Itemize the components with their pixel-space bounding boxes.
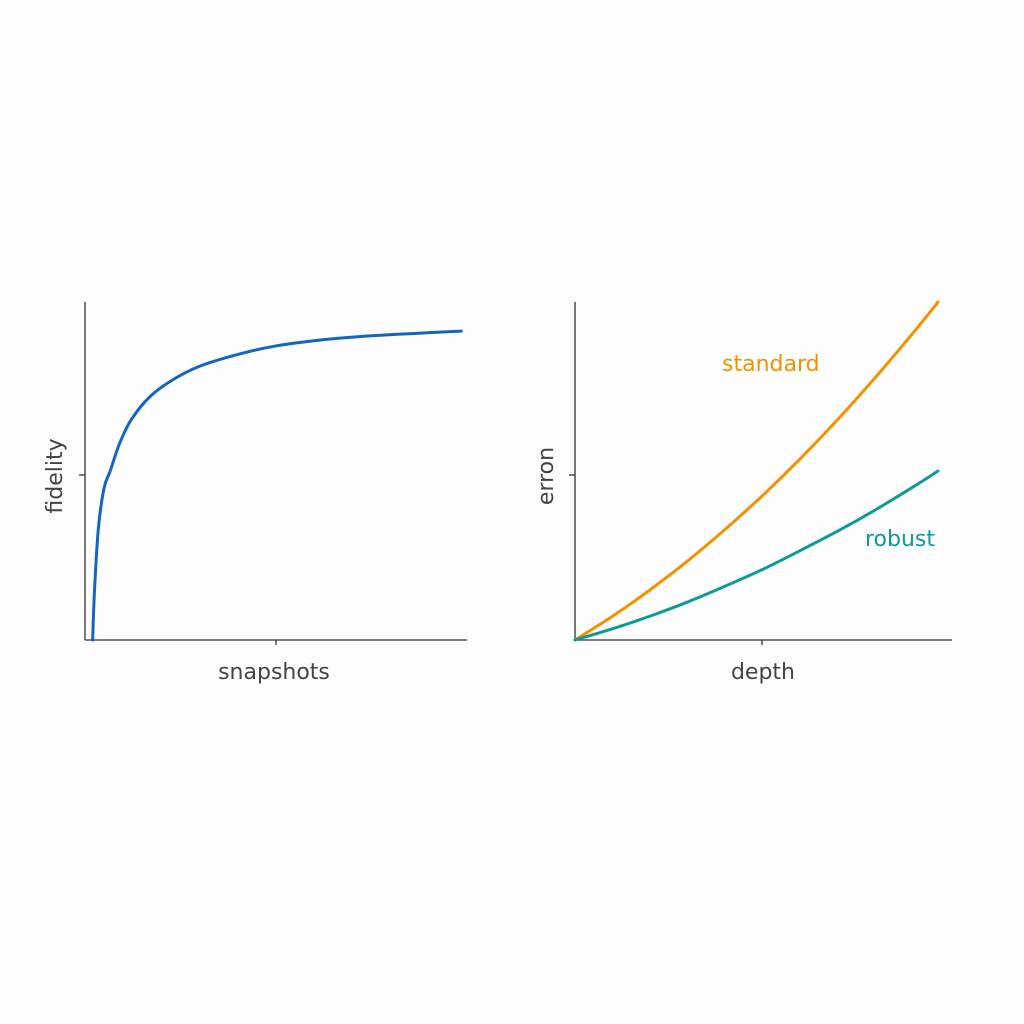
y-axis-label: fidelity — [43, 438, 68, 513]
series-group — [573, 300, 940, 642]
x-axis-label: snapshots — [218, 660, 330, 685]
series-label-robust: robust — [865, 527, 935, 552]
x-axis-label: depth — [731, 660, 795, 685]
y-axis-label: erron — [534, 447, 559, 505]
series-line-standard — [573, 300, 940, 642]
series-line-robust — [573, 469, 940, 642]
series-group — [91, 329, 463, 642]
series-line-fidelity — [91, 329, 463, 642]
panel-erron: standard robust depth erron — [534, 300, 952, 685]
series-label-standard: standard — [722, 352, 820, 377]
panel-fidelity: snapshots fidelity — [43, 302, 467, 685]
